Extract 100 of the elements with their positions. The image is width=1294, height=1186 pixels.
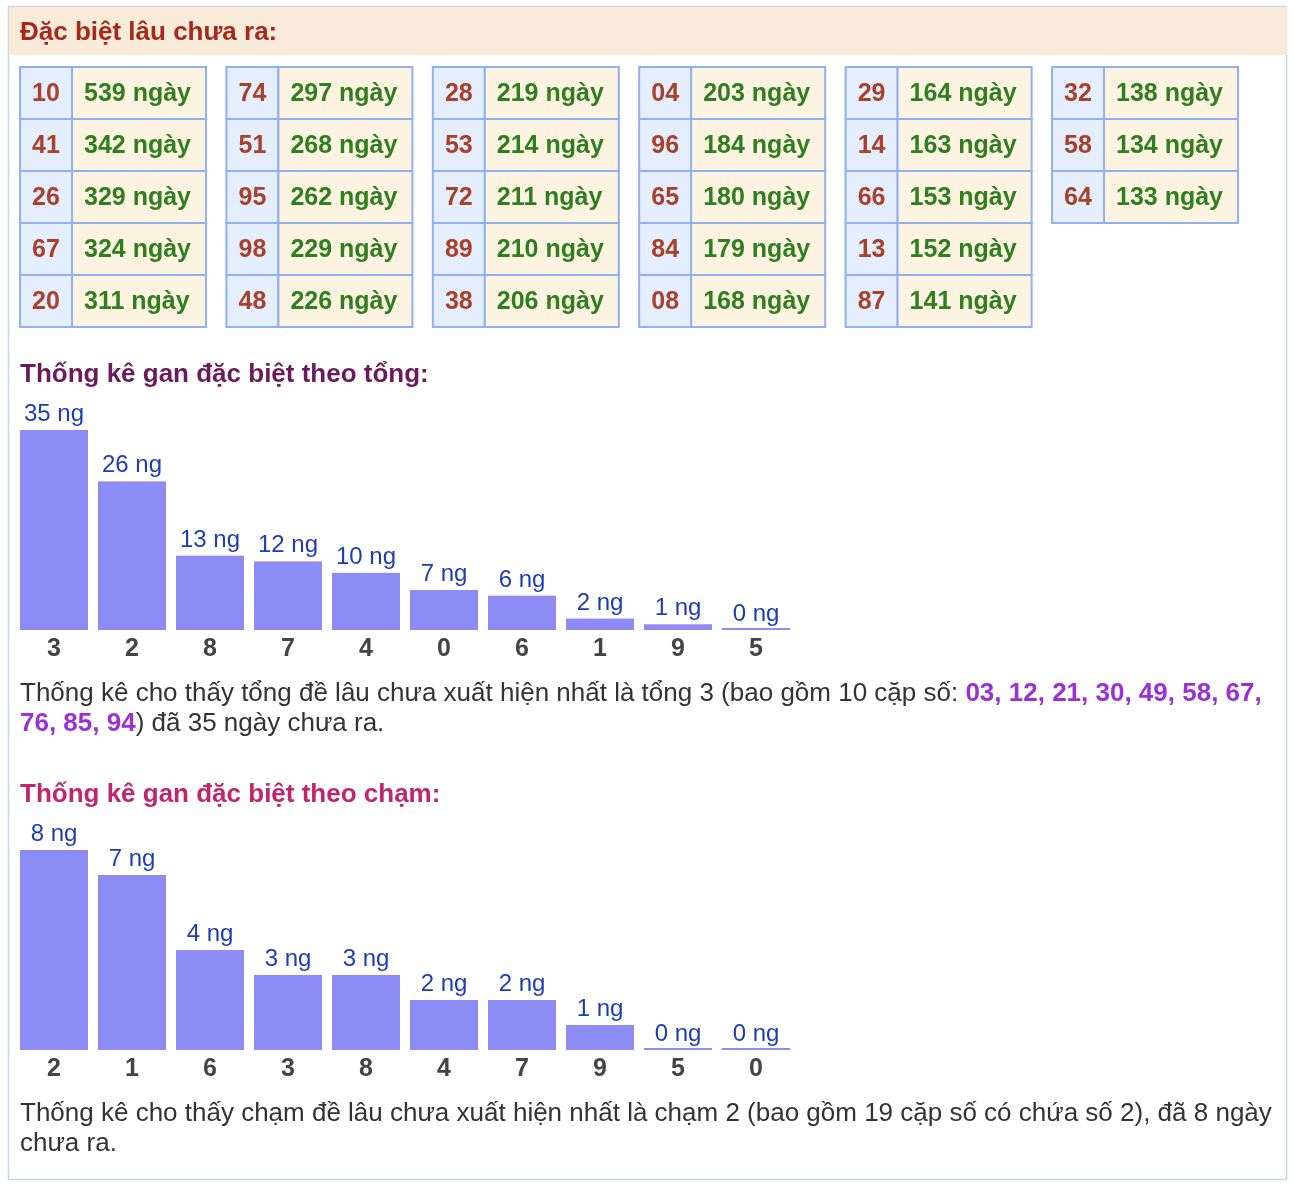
x-tick-label: 4 xyxy=(359,633,374,661)
data-label: 342 ngày xyxy=(84,130,192,158)
bar xyxy=(176,950,244,1050)
category-label: 41 xyxy=(32,130,60,158)
text: Thống kê cho thấy chạm đề lâu chưa xuất hiện nhất là chạm 2 (bao gồm 19 cặp số có chứa số 2), đã 8 ngày chưa ra. xyxy=(20,1097,1272,1157)
category-label: 26 xyxy=(32,182,60,210)
data-label: 35 ng xyxy=(23,399,85,426)
bar xyxy=(20,430,88,630)
data-label: 152 ngày xyxy=(909,234,1017,262)
data-label: 268 ngày xyxy=(290,130,398,158)
x-tick-label: 5 xyxy=(749,633,764,661)
bar xyxy=(488,595,556,630)
data-label: 0 ng xyxy=(732,599,780,626)
data-label: 6 ng xyxy=(498,564,546,592)
category-label: 53 xyxy=(444,130,473,158)
x-tick-label: 3 xyxy=(281,1053,295,1081)
data-label: 26 ng xyxy=(101,450,163,478)
data-label: 164 ngày xyxy=(909,78,1017,106)
data-label: 311 ngày xyxy=(84,286,190,314)
bar xyxy=(488,1000,556,1050)
data-label: 1 ng xyxy=(654,593,702,621)
data-label: 297 ngày xyxy=(290,78,398,106)
category-label: 89 xyxy=(444,234,473,262)
x-tick-label: 4 xyxy=(437,1053,452,1081)
bar xyxy=(254,975,322,1050)
category-label: 38 xyxy=(444,286,473,314)
data-label: 2 ng xyxy=(498,969,546,996)
data-label: 206 ngày xyxy=(496,286,604,314)
bar xyxy=(410,590,478,630)
data-label: 4 ng xyxy=(186,919,234,946)
data-label: 262 ngày xyxy=(290,182,398,210)
bar xyxy=(98,875,166,1050)
data-label: 3 ng xyxy=(342,944,390,971)
bar xyxy=(410,1000,478,1050)
x-tick-label: 6 xyxy=(203,1053,217,1081)
category-label: 48 xyxy=(238,286,267,314)
x-tick-label: 0 xyxy=(749,1053,763,1081)
x-tick-label: 1 xyxy=(593,633,608,661)
x-tick-label: 2 xyxy=(47,1053,61,1081)
data-label: 13 ng xyxy=(179,524,241,552)
category-label: 72 xyxy=(444,182,473,210)
data-label: 214 ngày xyxy=(496,130,604,158)
category-label: 84 xyxy=(651,234,680,262)
x-tick-label: 7 xyxy=(281,633,295,661)
data-label: 153 ngày xyxy=(909,182,1017,210)
category-label: 04 xyxy=(651,78,680,106)
category-label: 66 xyxy=(857,182,886,210)
category-label: 64 xyxy=(1064,182,1092,210)
x-tick-label: 8 xyxy=(203,633,218,661)
data-label: 1 ng xyxy=(576,994,624,1021)
data-label: 324 ngày xyxy=(84,234,192,262)
bar xyxy=(20,850,88,1050)
bar xyxy=(644,624,712,630)
bar xyxy=(176,555,244,630)
x-tick-label: 8 xyxy=(359,1053,374,1081)
data-label: 2 ng xyxy=(420,969,468,996)
x-tick-label: 5 xyxy=(671,1053,686,1081)
x-tick-label: 0 xyxy=(437,633,451,661)
category-label: 58 xyxy=(1064,130,1092,158)
x-tick-label: 9 xyxy=(671,633,685,661)
data-label: 210 ngày xyxy=(496,234,604,262)
data-label: 2 ng xyxy=(576,587,624,615)
category-label: 74 xyxy=(238,78,267,106)
data-label: 7 ng xyxy=(420,559,468,586)
x-tick-label: 7 xyxy=(515,1053,529,1081)
data-label: 7 ng xyxy=(108,844,156,871)
data-label: 10 ng xyxy=(335,541,397,569)
category-label: 13 xyxy=(857,234,886,262)
category-label: 96 xyxy=(651,130,680,158)
bar xyxy=(332,572,400,630)
data-label: 539 ngày xyxy=(84,78,192,106)
category-label: 28 xyxy=(444,78,473,106)
category-label: 98 xyxy=(238,234,267,262)
category-label: 08 xyxy=(651,286,680,314)
data-label: 3 ng xyxy=(264,944,312,971)
data-label: 229 ngày xyxy=(290,234,398,262)
category-label: 51 xyxy=(238,130,267,158)
data-label: 138 ngày xyxy=(1116,78,1224,106)
data-label: 211 ngày xyxy=(496,182,603,210)
x-tick-label: 1 xyxy=(125,1053,140,1081)
text: Thống kê cho thấy tổng đề lâu chưa xuất hiện nhất là tổng 3 (bao gồm 10 cặp số: 03, 12, 21, 30, 49, 58, 67, 76, 85, 94) đã 35 ngày chưa ra. xyxy=(20,677,1262,737)
data-label: 12 ng xyxy=(257,530,319,558)
data-label: 134 ngày xyxy=(1116,130,1224,158)
data-label: 329 ngày xyxy=(84,182,192,210)
category-label: 67 xyxy=(32,234,60,262)
data-label: 8 ng xyxy=(30,819,78,846)
category-label: 87 xyxy=(857,286,886,314)
category-label: 10 xyxy=(32,78,60,106)
data-label: 0 ng xyxy=(654,1019,702,1046)
data-label: 184 ngày xyxy=(703,130,811,158)
data-label: 0 ng xyxy=(732,1019,780,1046)
category-label: 20 xyxy=(32,286,60,314)
data-label: 163 ngày xyxy=(909,130,1017,158)
data-label: 141 ngày xyxy=(909,286,1017,314)
category-label: 29 xyxy=(857,78,886,106)
data-label: 219 ngày xyxy=(496,78,604,106)
bar xyxy=(566,1025,634,1050)
data-label: 226 ngày xyxy=(290,286,398,314)
x-tick-label: 6 xyxy=(515,633,529,661)
category-label: 32 xyxy=(1064,78,1092,106)
